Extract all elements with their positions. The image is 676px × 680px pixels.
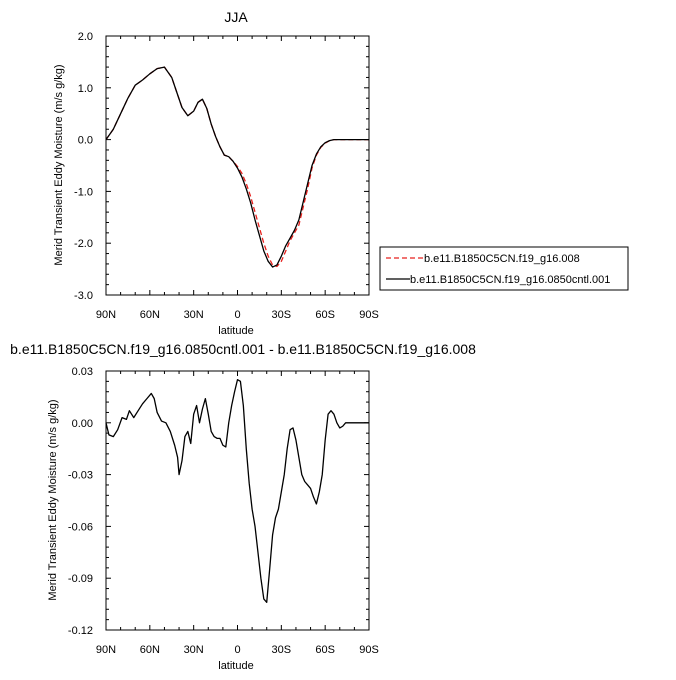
x-tick-label: 90N <box>96 644 116 656</box>
x-tick-label: 0 <box>234 644 240 656</box>
x-tick-label: 90S <box>359 309 379 321</box>
x-tick-label: 30N <box>184 644 204 656</box>
bottom-plot-area <box>105 370 370 631</box>
top-panel: JJA 90N 60N 30N 0 30S 60S 90S 2.0 1.0 0.0 -1.0 -2.… <box>53 9 629 337</box>
y-tick-label: 0.00 <box>72 418 93 430</box>
top-title: JJA <box>224 9 248 25</box>
y-tick-label: -0.09 <box>68 573 93 585</box>
x-tick-label: 60N <box>140 309 160 321</box>
y-tick-label: 1.0 <box>78 83 93 95</box>
x-tick-label: 90N <box>96 309 116 321</box>
y-tick-label: 0.03 <box>72 366 93 378</box>
bottom-x-tick-labels: 90N 60N 30N 0 30S 60S 90S <box>96 644 379 656</box>
top-y-axis-label: Merid Transient Eddy Moisture (m/s g/kg) <box>53 64 65 265</box>
y-tick-label: -0.12 <box>68 625 93 637</box>
legend-box <box>379 246 629 291</box>
y-tick-label: 2.0 <box>78 31 93 43</box>
bottom-panel: b.e11.B1850C5CN.f19_g16.0850cntl.001 - b… <box>10 341 476 672</box>
x-tick-label: 60S <box>315 309 335 321</box>
top-x-tick-labels: 90N 60N 30N 0 30S 60S 90S <box>96 309 379 321</box>
x-tick-label: 30N <box>184 309 204 321</box>
top-y-tick-labels: 2.0 1.0 0.0 -1.0 -2.0 -3.0 <box>74 31 93 302</box>
series-line-1 <box>105 378 369 604</box>
bottom-x-axis-label: latitude <box>218 660 253 672</box>
y-tick-label: -1.0 <box>74 186 93 198</box>
y-tick-label: -0.03 <box>68 470 93 482</box>
series-line-1 <box>105 66 369 268</box>
bottom-y-axis-label: Merid Transient Eddy Moisture (m/s g/kg) <box>47 399 59 600</box>
top-legend: b.e11.B1850C5CN.f19_g16.008 b.e11.B1850C… <box>379 246 629 291</box>
series-line-2 <box>105 66 369 268</box>
bottom-y-tick-labels: 0.03 0.00 -0.03 -0.06 -0.09 -0.12 <box>68 366 93 637</box>
legend-entry-1: b.e11.B1850C5CN.f19_g16.008 <box>424 253 580 265</box>
bottom-plot-frame <box>105 370 370 631</box>
y-tick-label: 0.0 <box>78 135 93 147</box>
x-tick-label: 30S <box>272 644 292 656</box>
y-tick-label: -0.06 <box>68 521 93 533</box>
y-tick-label: -2.0 <box>74 238 93 250</box>
top-x-axis-label: latitude <box>218 325 253 337</box>
x-tick-label: 90S <box>359 644 379 656</box>
top-plot-area <box>105 35 370 296</box>
x-tick-label: 60N <box>140 644 160 656</box>
x-tick-label: 0 <box>234 309 240 321</box>
x-tick-label: 30S <box>272 309 292 321</box>
top-plot-frame <box>105 35 370 296</box>
y-tick-label: -3.0 <box>74 290 93 302</box>
bottom-title: b.e11.B1850C5CN.f19_g16.0850cntl.001 - b… <box>10 341 476 357</box>
legend-entry-2: b.e11.B1850C5CN.f19_g16.0850cntl.001 <box>410 274 610 286</box>
x-tick-label: 60S <box>315 644 335 656</box>
